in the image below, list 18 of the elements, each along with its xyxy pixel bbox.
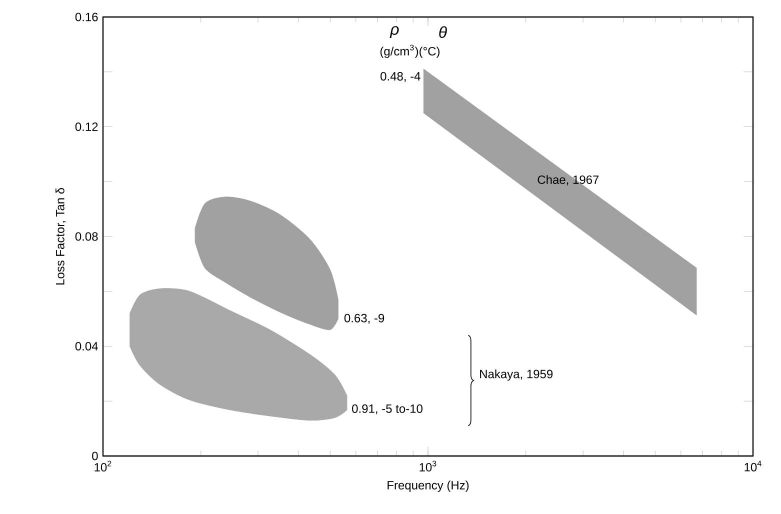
annotation: θ <box>439 26 447 38</box>
y-tick-label: 0.16 <box>75 12 98 22</box>
annotation: Nakaya, 1959 <box>480 369 553 381</box>
y-tick-label: 0.04 <box>75 342 98 351</box>
y-tick-label: 0 <box>92 452 98 460</box>
annotation: 0.48, -4 <box>380 72 420 82</box>
y-tick-label: 0.12 <box>75 122 98 132</box>
x-tick-label: 10$^{2}$ <box>94 460 112 472</box>
annotation: ρ <box>390 26 399 38</box>
x-axis-title: Frequency (Hz) <box>388 480 469 492</box>
x-tick-label: 10$^{3}$ <box>420 460 436 472</box>
y-tick-label: 0.08 <box>75 232 98 241</box>
annotation: 0.91, -5 to-10 <box>352 404 422 414</box>
annotation: (g/cm$^{3}$)(°C) <box>380 44 440 58</box>
x-tick-label: 10$^{4}$ <box>744 460 762 472</box>
annotation: Chae, 1967 <box>538 175 599 186</box>
y-axis-title: Loss Factor, Tan δ <box>56 188 66 285</box>
annotation: 0.63, -9 <box>344 314 384 324</box>
